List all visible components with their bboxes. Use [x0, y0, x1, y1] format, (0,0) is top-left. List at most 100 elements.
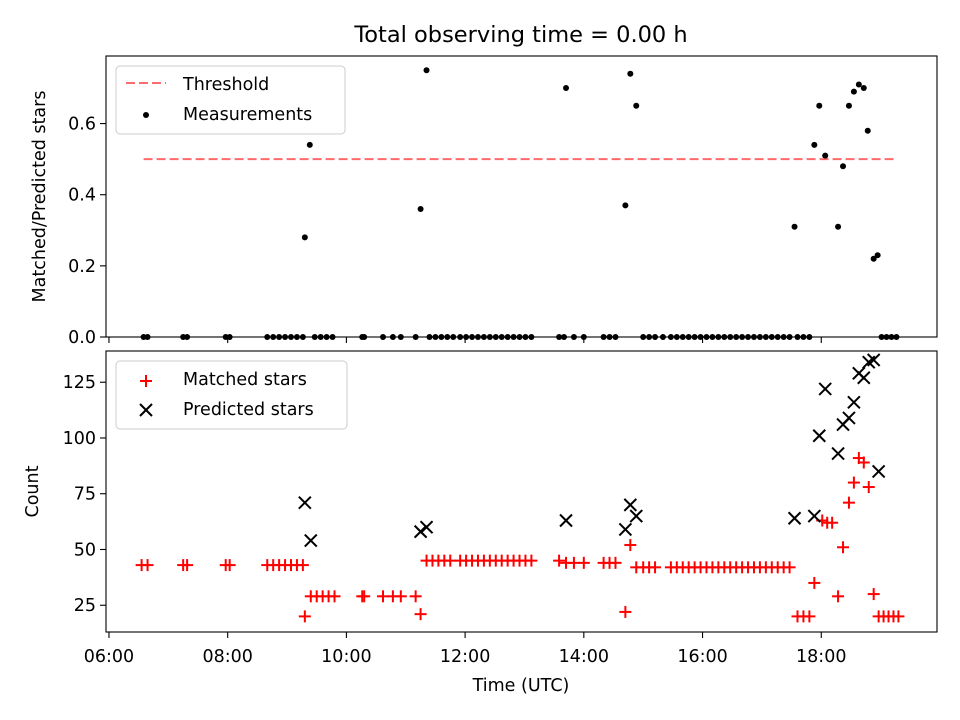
predicted-stars-points [298, 353, 886, 548]
matched-star-point [181, 559, 194, 572]
measurement-point [850, 88, 857, 95]
measurement-point [855, 81, 862, 88]
measurement-point [563, 85, 570, 92]
predicted-star-point [812, 429, 826, 443]
matched-star-point [857, 456, 870, 469]
predicted-star-point [787, 511, 802, 525]
y-tick-label: 100 [63, 429, 96, 449]
x-axis-label: Time (UTC) [472, 676, 570, 696]
predicted-star-point [618, 522, 633, 537]
x-tick-label: 18:00 [796, 647, 846, 667]
count-legend-box [115, 360, 348, 430]
matched-star-point [609, 556, 622, 569]
matched-star-point [826, 516, 839, 529]
matched-star-point [577, 556, 590, 569]
measurement-point [791, 223, 798, 230]
y-tick-label: 125 [63, 373, 96, 393]
matched-star-point [783, 561, 796, 574]
measurement-point [627, 70, 634, 77]
predicted-star-point [304, 533, 318, 548]
measurement-point [423, 67, 430, 74]
measurement-point [816, 102, 823, 109]
predicted-star-point [298, 495, 312, 510]
measurement-point [860, 85, 867, 92]
measurement-point [306, 141, 313, 148]
x-tick-label: 12:00 [440, 647, 490, 667]
matched-star-point [328, 590, 341, 603]
measurement-point [417, 205, 424, 212]
x-tick-label: 16:00 [677, 647, 727, 667]
matched-legend-label: Matched stars [183, 370, 307, 390]
predicted-legend-label: Predicted stars [183, 400, 314, 420]
predicted-star-point [559, 513, 573, 528]
threshold-legend-label: Threshold [182, 75, 269, 95]
count-legend: Matched stars Predicted stars [115, 360, 348, 430]
matched-star-point [862, 481, 875, 494]
count-y-axis-label: Count [23, 465, 43, 517]
matched-star-point [832, 590, 845, 603]
predicted-star-point [413, 524, 428, 539]
measurement-point [840, 163, 847, 170]
predicted-star-point [847, 395, 861, 410]
predicted-star-point [807, 509, 822, 523]
ratio-y-axis-label: Matched/Predicted stars [30, 91, 50, 303]
ratio-y-ticks: 0.0 0.2 0.4 0.6 [68, 115, 106, 348]
x-tick-label: 06:00 [84, 647, 134, 667]
matched-star-point [803, 610, 816, 623]
measurements-legend-swatch [143, 112, 149, 118]
matched-star-point [624, 539, 637, 552]
matched-stars-points [135, 452, 905, 623]
matched-star-point [892, 610, 905, 623]
predicted-star-point [419, 520, 434, 534]
matched-star-point [649, 561, 662, 574]
predicted-star-point [857, 371, 871, 385]
matched-star-point [296, 559, 309, 572]
matched-star-point [619, 605, 632, 618]
measurement-point [622, 202, 629, 209]
matched-star-point [414, 608, 427, 621]
predicted-star-point [842, 411, 856, 425]
measurement-point [835, 223, 842, 230]
ratio-legend-box [115, 65, 346, 135]
predicted-star-point [818, 382, 832, 396]
measurement-point [874, 252, 881, 259]
predicted-legend-swatch [139, 403, 153, 417]
y-tick-label: 75 [74, 485, 96, 505]
matched-star-point [409, 590, 422, 603]
y-tick-label: 25 [74, 596, 96, 616]
x-tick-label: 14:00 [559, 647, 609, 667]
predicted-star-point [629, 509, 643, 523]
ratio-panel: 0.0 0.2 0.4 0.6 Matched/Predicted stars Thr… [30, 55, 938, 348]
predicted-star-point [831, 446, 845, 461]
y-tick-label: 0.4 [68, 186, 96, 206]
chart-title: Total observing time = 0.00 h [353, 22, 687, 48]
measurement-point [822, 152, 829, 159]
matched-star-point [358, 590, 371, 603]
measurement-point [845, 102, 852, 109]
matched-star-point [867, 588, 880, 601]
matched-star-point [298, 610, 311, 623]
matched-star-point [223, 559, 236, 572]
y-tick-label: 0.6 [68, 115, 96, 135]
predicted-star-point [866, 353, 881, 367]
matched-star-point [553, 554, 566, 567]
matched-star-point [394, 590, 407, 603]
matched-star-point [837, 541, 850, 554]
measurement-point [811, 141, 818, 148]
measurement-point [633, 102, 640, 109]
matched-legend-swatch [140, 375, 152, 387]
count-axes-frame [105, 350, 938, 633]
count-panel: 25 50 75 100 125 06:00 08:00 10:00 12:00 14:00 16… [23, 350, 938, 696]
ratio-axes-frame [105, 55, 938, 338]
count-y-ticks: 25 50 75 100 125 [63, 373, 106, 616]
matched-star-point [525, 554, 538, 567]
measurement-point [301, 234, 308, 241]
predicted-star-point [623, 498, 638, 512]
matched-star-point [808, 576, 821, 589]
y-tick-label: 0.0 [68, 328, 96, 348]
matched-star-point [842, 496, 855, 509]
y-tick-label: 50 [74, 540, 96, 560]
ratio-legend: Threshold Measurements [115, 65, 346, 135]
measurement-point [870, 255, 877, 262]
